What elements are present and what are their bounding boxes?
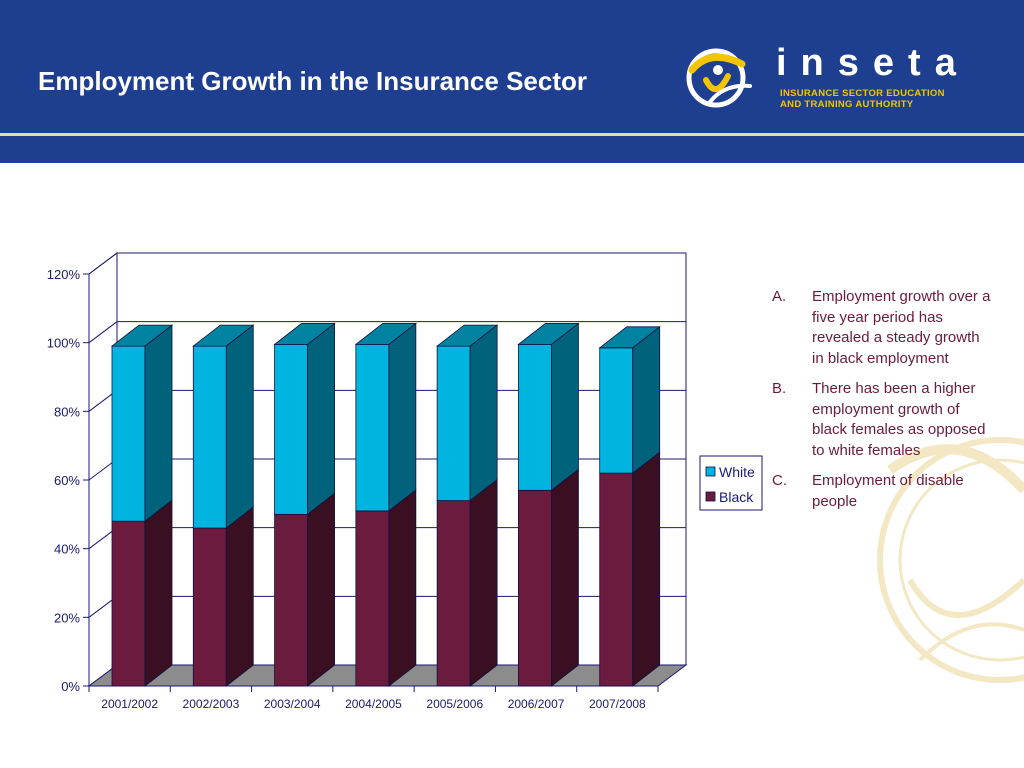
bar-top bbox=[273, 322, 336, 345]
bar-black-side bbox=[632, 451, 661, 687]
bar-white-side bbox=[144, 324, 173, 523]
logo-tagline-line1: INSURANCE SECTOR EDUCATION bbox=[780, 88, 945, 99]
bar-white-side bbox=[469, 324, 498, 502]
legend-swatch-white bbox=[705, 466, 716, 477]
bar-white-front bbox=[436, 345, 471, 502]
bar-black-side bbox=[551, 468, 579, 687]
y-tick-label: 40% bbox=[54, 542, 80, 557]
bar-black-side bbox=[388, 489, 417, 687]
inseta-emblem-icon bbox=[686, 48, 752, 108]
x-tick-label: 2005/2006 bbox=[426, 697, 483, 711]
bullet-list: A. Employment growth over a five year pe… bbox=[772, 287, 992, 522]
y-tick-label: 20% bbox=[54, 610, 80, 625]
grid-line-side bbox=[88, 321, 118, 344]
bullet-marker: B. bbox=[772, 380, 787, 397]
inseta-logo: inseta INSURANCE SECTOR EDUCATION AND TR… bbox=[680, 40, 980, 120]
bar-top bbox=[192, 324, 255, 347]
x-tick-label: 2004/2005 bbox=[345, 697, 402, 711]
bar-black-front bbox=[599, 472, 634, 687]
x-tick-label: 2001/2002 bbox=[101, 697, 158, 711]
bar-black-front bbox=[518, 489, 552, 687]
bullet-text: There has been a higher employment growt… bbox=[812, 380, 986, 459]
bullet-item: A. Employment growth over a five year pe… bbox=[772, 287, 992, 369]
bar-top bbox=[354, 322, 418, 345]
bar-top bbox=[110, 324, 174, 347]
bar-black-front bbox=[111, 520, 146, 687]
bullet-marker: C. bbox=[772, 472, 787, 489]
y-tick-label: 0% bbox=[61, 679, 80, 694]
y-tick-label: 100% bbox=[47, 336, 81, 351]
legend-label-black: Black bbox=[719, 489, 754, 505]
logo-wordmark: inseta bbox=[776, 42, 970, 84]
bar-black-side bbox=[144, 499, 173, 687]
bar-white-side bbox=[307, 322, 335, 516]
legend-label-white: White bbox=[719, 464, 755, 480]
bar-black-side bbox=[225, 506, 254, 687]
bar-black-front bbox=[355, 510, 390, 687]
bar-black-side bbox=[469, 478, 498, 687]
bar-black-side bbox=[307, 492, 335, 687]
bar-white-front bbox=[518, 343, 552, 491]
bar-white-front bbox=[192, 345, 227, 529]
bullet-item: B. There has been a higher employment gr… bbox=[772, 379, 992, 461]
x-tick-label: 2006/2007 bbox=[508, 697, 565, 711]
bar-white-front bbox=[111, 345, 146, 522]
bar-white-side bbox=[551, 322, 579, 492]
bar-white-side bbox=[225, 324, 254, 529]
watermark-emblem-icon bbox=[877, 437, 1024, 683]
header-accent-line bbox=[0, 133, 1024, 136]
bar-top bbox=[517, 322, 580, 345]
x-tick-label: 2007/2008 bbox=[589, 697, 646, 711]
bar-white-front bbox=[274, 343, 308, 515]
x-tick-label: 2002/2003 bbox=[183, 697, 240, 711]
y-tick-label: 120% bbox=[47, 267, 81, 282]
legend-swatch-black bbox=[705, 491, 716, 502]
bar-white-front bbox=[355, 343, 390, 512]
x-tick-label: 2003/2004 bbox=[264, 697, 321, 711]
logo-tagline-line2: AND TRAINING AUTHORITY bbox=[780, 99, 914, 110]
y-tick-label: 60% bbox=[54, 473, 80, 488]
grid-line-side bbox=[88, 252, 118, 275]
bar-black-front bbox=[192, 527, 227, 687]
bullet-text: Employment growth over a five year perio… bbox=[812, 288, 991, 367]
page-title: Employment Growth in the Insurance Secto… bbox=[38, 66, 587, 96]
bar-black-front bbox=[274, 513, 308, 687]
bullet-item: C. Employment of disable people bbox=[772, 471, 992, 512]
bar-white-side bbox=[632, 325, 661, 474]
y-tick-label: 80% bbox=[54, 404, 80, 419]
bar-white-side bbox=[388, 322, 417, 512]
bar-top bbox=[435, 324, 499, 347]
bullet-text: Employment of disable people bbox=[812, 472, 964, 510]
bar-white-front bbox=[599, 347, 634, 474]
bar-black-front bbox=[436, 500, 471, 687]
bar-top bbox=[598, 326, 661, 349]
bullet-marker: A. bbox=[772, 288, 787, 305]
